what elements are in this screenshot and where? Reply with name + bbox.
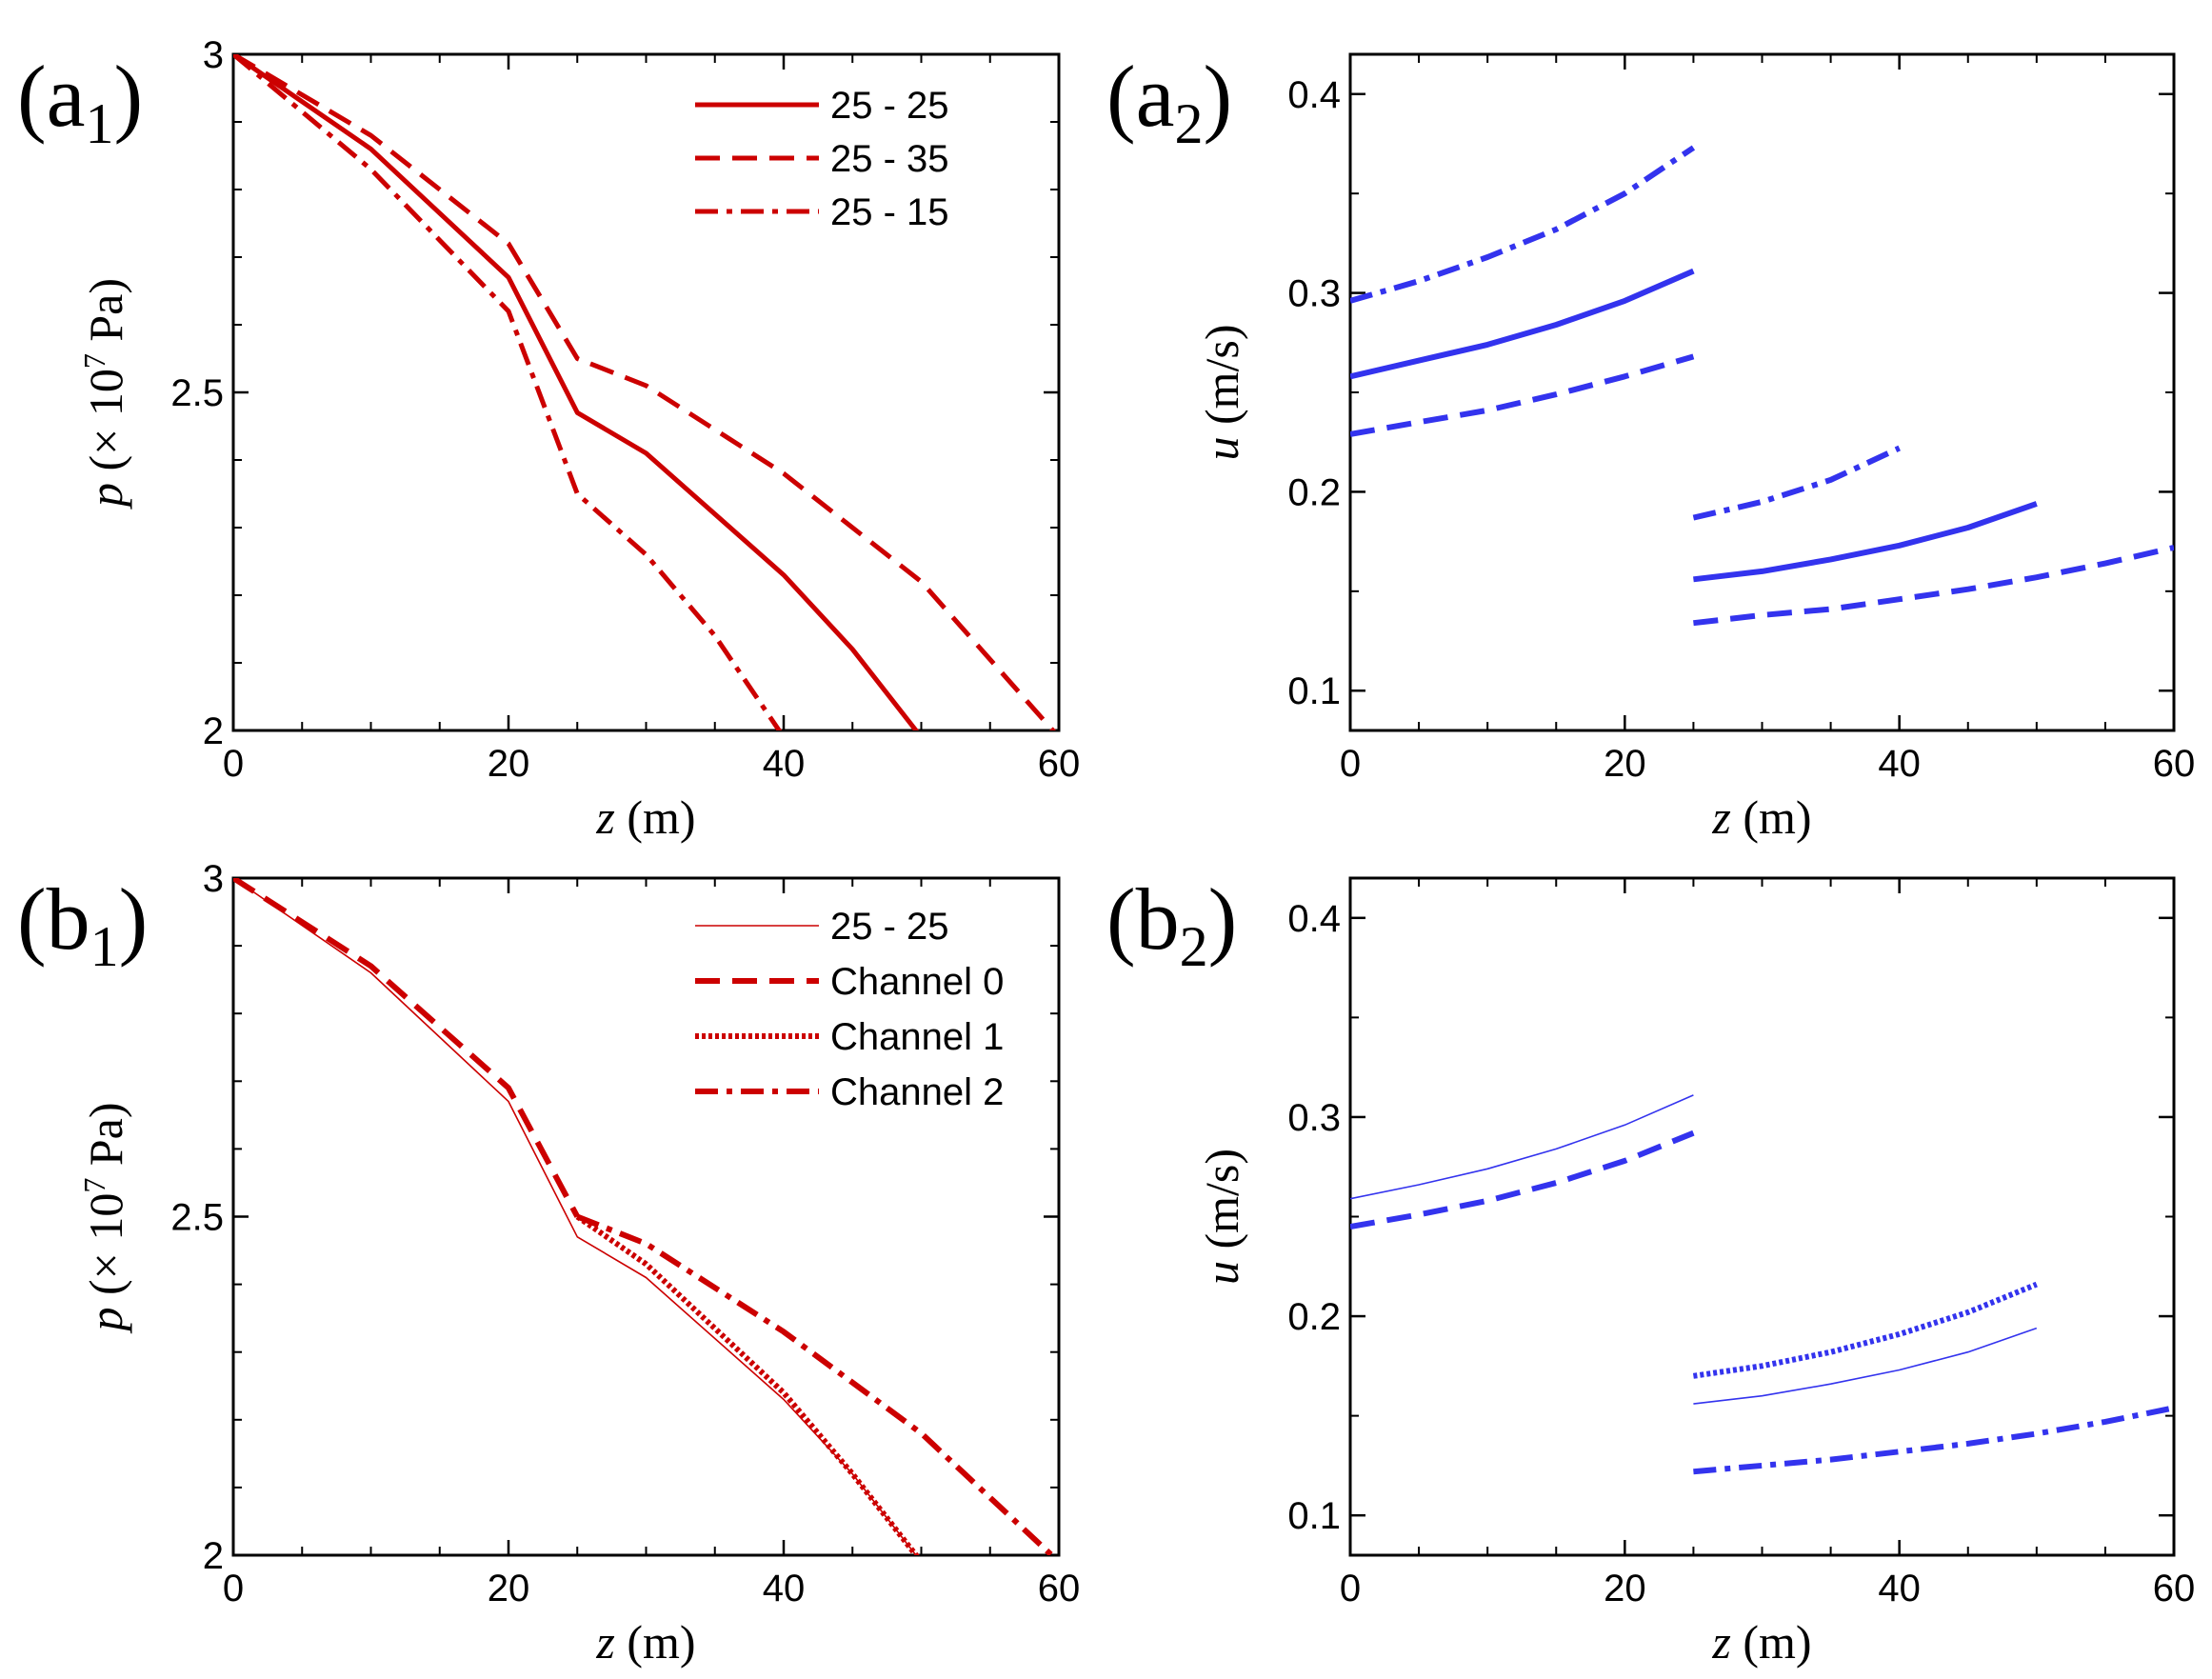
- y-tick-label: 0.4: [1287, 74, 1341, 116]
- y-axis-label: p (× 107 Pa): [77, 1102, 132, 1333]
- x-tick-label: 0: [223, 1568, 244, 1609]
- series-line: [1350, 145, 1696, 304]
- panel-label: (b2): [1106, 870, 1237, 978]
- chart-a1: 0 20 40 60 2 2.5 3 z (m) p (× 107 Pa) (a1) 25 - 25…: [17, 34, 1080, 844]
- series-line: [1693, 544, 2174, 627]
- y-tick-label: 2: [203, 1535, 224, 1577]
- series-line: [233, 54, 920, 730]
- x-tick-label: 40: [763, 743, 806, 785]
- y-tick-label: 2.5: [170, 372, 224, 414]
- x-axis-label: z (m): [595, 1615, 695, 1669]
- x-axis-label: z (m): [1711, 790, 1811, 844]
- chart-b1: 0 20 40 60 2 2.5 3 z (m) p (× 107 Pa) (b1) 25 - 25…: [17, 858, 1080, 1669]
- x-tick-label: 20: [1604, 743, 1646, 785]
- x-axis-label: z (m): [1711, 1615, 1811, 1669]
- series-line: [1350, 353, 1695, 437]
- x-tick-label: 20: [488, 743, 530, 785]
- x-tick-label: 60: [2153, 743, 2196, 785]
- y-tick-label: 0.2: [1287, 1296, 1341, 1338]
- series-line: [1693, 1327, 2038, 1405]
- y-tick-label: 3: [203, 858, 224, 900]
- x-tick-label: 60: [1038, 743, 1081, 785]
- legend-label: Channel 1: [830, 1016, 1004, 1058]
- legend-label: Channel 2: [830, 1071, 1004, 1113]
- x-tick-label: 0: [223, 743, 244, 785]
- x-tick-label: 0: [1340, 743, 1361, 785]
- legend-label: 25 - 25: [830, 906, 949, 948]
- chart-b2: 0 20 40 60 0.1 0.2 0.3 0.4 z (m) u (m/s) (b2): [1106, 870, 2195, 1669]
- y-tick-label: 0.3: [1287, 1097, 1341, 1139]
- series-group: [1350, 1094, 2174, 1475]
- legend: 25 - 25 25 - 35 25 - 15: [695, 85, 949, 233]
- panel-label: (b1): [17, 870, 148, 978]
- y-tick-label: 3: [203, 34, 224, 76]
- series-group: [233, 54, 1057, 730]
- series-line: [1692, 1281, 2038, 1379]
- series-line: [233, 878, 580, 1218]
- legend-label: 25 - 15: [830, 191, 949, 233]
- y-tick-label: 0.4: [1287, 898, 1341, 940]
- y-axis-label: u (m/s): [1195, 1149, 1248, 1285]
- series-line: [233, 54, 1057, 730]
- x-tick-label: 40: [1878, 743, 1921, 785]
- series-line: [1350, 1129, 1695, 1229]
- series-line: [1350, 1094, 1694, 1200]
- legend: 25 - 25 Channel 0 Channel 1 Channel 2: [695, 906, 1004, 1113]
- y-tick-label: 0.2: [1287, 471, 1341, 513]
- y-tick-label: 2.5: [170, 1197, 224, 1239]
- x-tick-label: 20: [488, 1568, 530, 1609]
- series-line: [576, 1213, 1056, 1555]
- x-tick-label: 40: [1878, 1568, 1921, 1609]
- series-line: [1350, 268, 1695, 380]
- legend-label: Channel 0: [830, 961, 1004, 1003]
- series-group: [233, 878, 1056, 1555]
- series-group: [1350, 145, 2174, 627]
- legend-label: 25 - 25: [830, 85, 949, 127]
- x-tick-label: 40: [763, 1568, 806, 1609]
- x-axis-label: z (m): [595, 790, 695, 844]
- series-line: [1693, 1405, 2174, 1475]
- panel-label: (a1): [17, 48, 143, 155]
- y-axis-label: u (m/s): [1195, 324, 1248, 460]
- panel-label: (a2): [1106, 48, 1232, 155]
- legend-label: 25 - 35: [830, 138, 949, 180]
- y-tick-label: 0.1: [1287, 670, 1341, 712]
- x-tick-label: 60: [2153, 1568, 2196, 1609]
- series-line: [1692, 445, 1901, 521]
- x-tick-label: 20: [1604, 1568, 1646, 1609]
- plot-frame: [1348, 52, 2176, 732]
- series-line: [1693, 501, 2038, 583]
- plot-frame: [1348, 876, 2176, 1557]
- y-tick-label: 0.1: [1287, 1495, 1341, 1537]
- y-tick-label: 2: [203, 710, 224, 752]
- x-tick-label: 60: [1038, 1568, 1081, 1609]
- series-line: [575, 1214, 920, 1555]
- y-axis-label: p (× 107 Pa): [77, 278, 132, 510]
- y-tick-label: 0.3: [1287, 273, 1341, 315]
- x-tick-label: 0: [1340, 1568, 1361, 1609]
- chart-a2: 0 20 40 60 0.1 0.2 0.3 0.4 z (m) u (m/s) (a2): [1106, 48, 2195, 844]
